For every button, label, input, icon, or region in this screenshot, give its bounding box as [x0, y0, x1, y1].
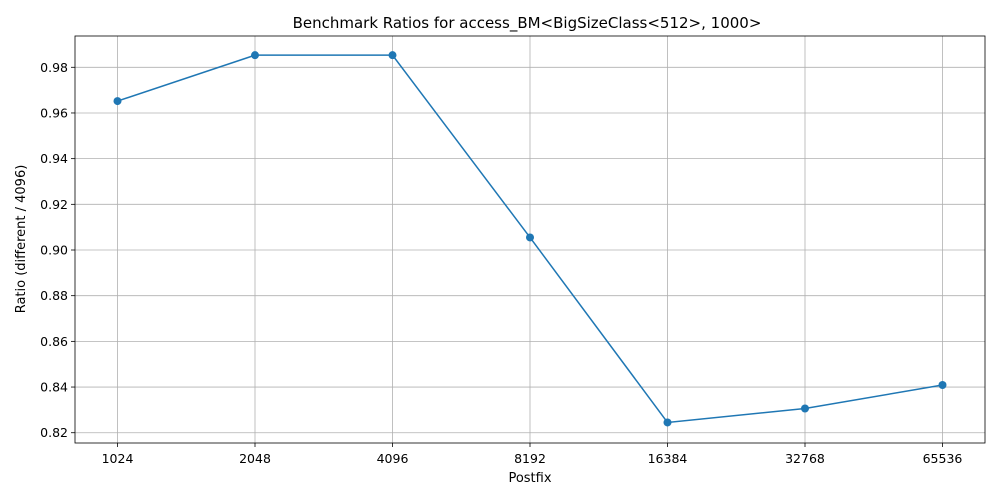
x-tick-label: 2048	[239, 451, 271, 466]
data-point	[113, 97, 122, 106]
data-point	[251, 51, 259, 60]
y-tick-label: 0.94	[40, 151, 68, 166]
y-tick-label: 0.82	[40, 425, 68, 440]
x-tick-label: 32768	[785, 451, 825, 466]
y-tick-label: 0.90	[40, 243, 68, 258]
axes: 1024 2048 4096 8192 16384 32768 65536 0.82 0.84 0…	[40, 35, 986, 466]
x-tick-label: 8192	[514, 451, 546, 466]
y-tick-label: 0.84	[40, 380, 68, 395]
y-tick-label: 0.98	[40, 60, 68, 75]
plot-frame	[74, 35, 986, 444]
grid	[75, 36, 985, 443]
chart-title: Benchmark Ratios for access_BM<BigSizeCl…	[293, 14, 762, 33]
y-tick-label: 0.92	[40, 197, 68, 212]
x-tick-label: 1024	[102, 451, 134, 466]
data-point	[526, 233, 534, 242]
x-tick-label: 4096	[377, 451, 409, 466]
data-point	[388, 51, 397, 60]
x-axis-label: Postfix	[508, 471, 551, 486]
series	[113, 51, 947, 427]
y-tick-label: 0.96	[40, 105, 68, 120]
x-tick-label: 16384	[648, 451, 688, 466]
data-point	[663, 418, 672, 427]
data-point	[801, 404, 809, 413]
y-tick-label: 0.88	[40, 288, 68, 303]
x-tick-label: 65536	[923, 451, 963, 466]
y-tick-label: 0.86	[40, 334, 68, 349]
y-axis-label: Ratio (different / 4096)	[14, 165, 29, 314]
data-point	[938, 380, 947, 389]
